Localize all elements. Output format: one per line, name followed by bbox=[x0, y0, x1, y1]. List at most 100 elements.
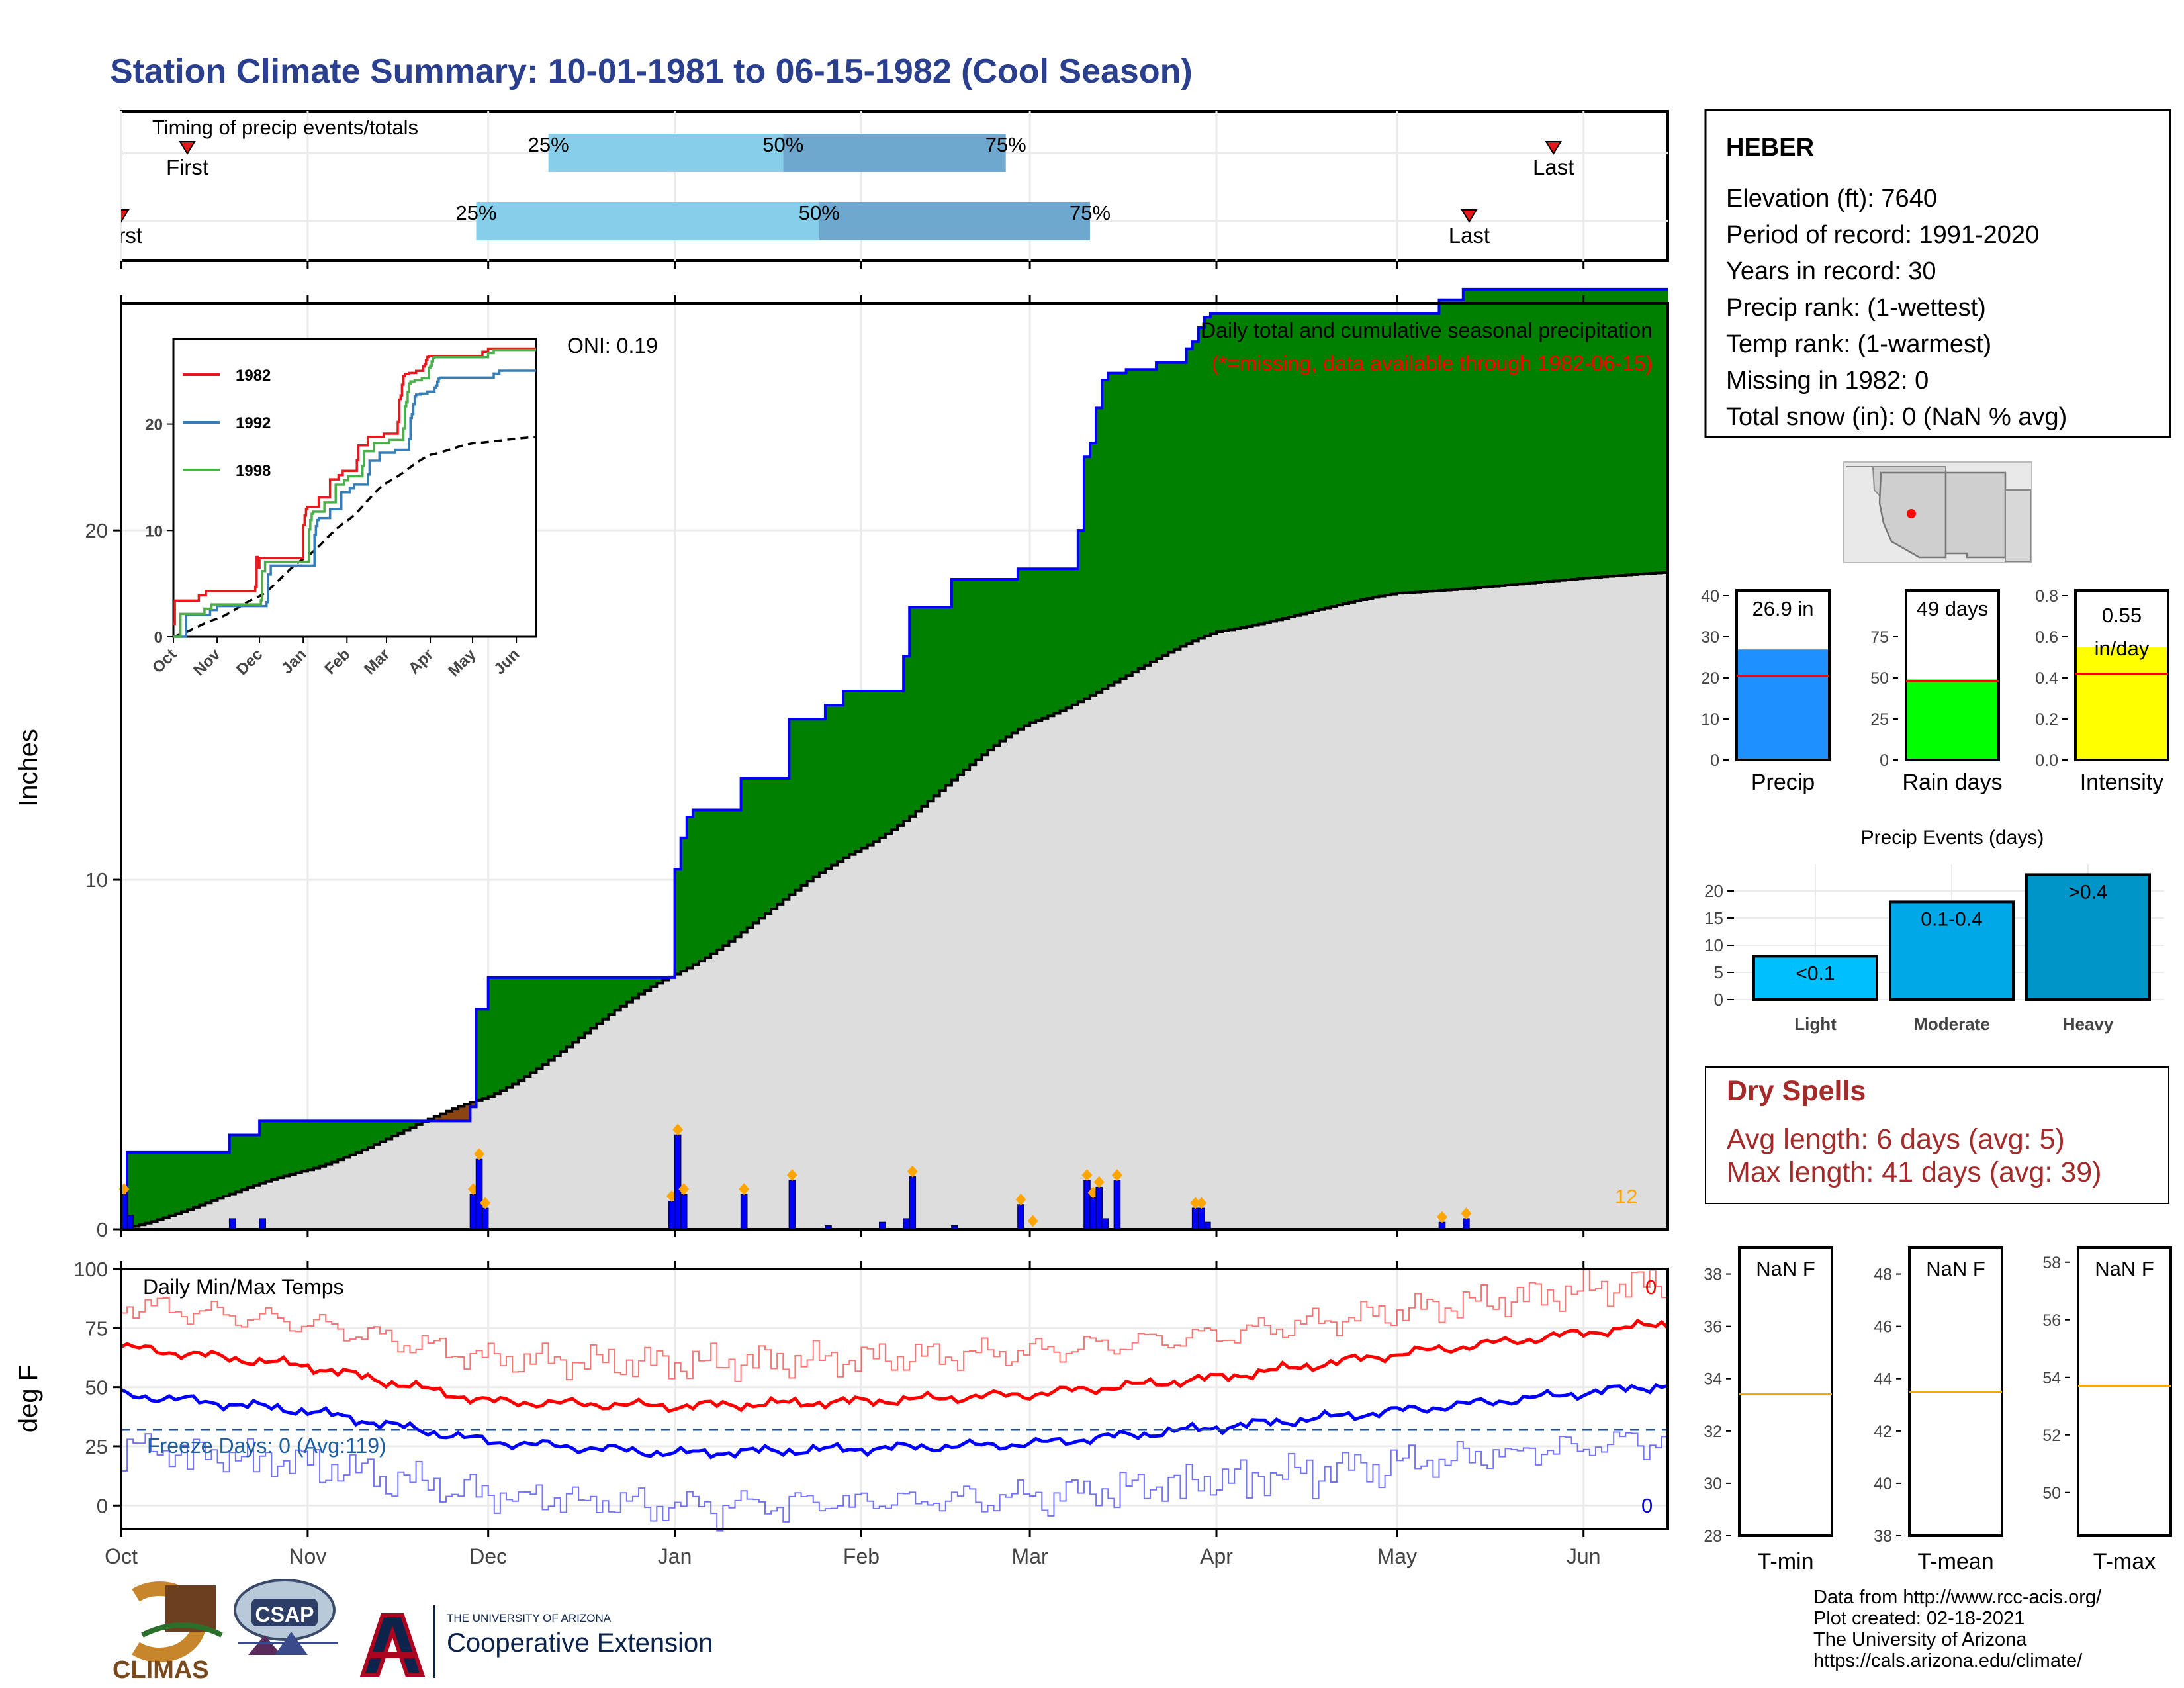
precip-subtitle: Daily total and cumulative seasonal prec… bbox=[1201, 318, 1653, 342]
station-info-line: Years in record: 30 bbox=[1726, 258, 1936, 285]
temp-box-frame bbox=[2077, 1246, 2172, 1537]
precip-events-tick-label: 15 bbox=[1704, 908, 1723, 928]
inset-y-tick-label: 10 bbox=[145, 522, 163, 540]
temp-box-frame bbox=[1738, 1246, 1833, 1537]
daily-precip-marker bbox=[480, 1197, 491, 1209]
temp-box-label: T-max bbox=[2093, 1549, 2156, 1574]
summary-bar-frame bbox=[1905, 589, 2000, 761]
station-info-line: Precip rank: (1-wettest) bbox=[1726, 294, 1986, 322]
daily-precip-bar bbox=[909, 1176, 917, 1230]
precip-events-bar-label: >0.4 bbox=[2068, 881, 2107, 903]
summary-bar-label: Rain days bbox=[1902, 770, 2002, 795]
summary-bar-tick-label: 0 bbox=[1880, 751, 1889, 770]
daily-precip-marker bbox=[672, 1123, 684, 1136]
daily-precip-marker bbox=[678, 1183, 690, 1196]
precip-panel-frame bbox=[120, 302, 1669, 1231]
temp-box-tick-label: 48 bbox=[1874, 1266, 1892, 1284]
average-min-line bbox=[120, 1383, 1668, 1460]
last-event-label: Last bbox=[1449, 223, 1490, 248]
station-location-marker bbox=[1907, 509, 1916, 518]
daily-precip-bar bbox=[259, 1218, 266, 1230]
dry-spells-max: Max length: 41 days (avg: 39) bbox=[1727, 1156, 2101, 1188]
temp-box-value: NaN F bbox=[1756, 1257, 1815, 1280]
climas-logo: CLIMAS bbox=[113, 1581, 223, 1684]
oni-label: ONI: 0.19 bbox=[567, 334, 658, 357]
month-tick-label: Dec bbox=[469, 1544, 507, 1568]
daily-precip-bar bbox=[1197, 1207, 1205, 1230]
month-tick-label: Feb bbox=[843, 1544, 880, 1568]
daily-precip-bar bbox=[674, 1134, 682, 1230]
precip-events-bar-heavy bbox=[2025, 873, 2151, 1002]
daily-precip-bar bbox=[1113, 1180, 1121, 1230]
temp-box-tick-label: 44 bbox=[1874, 1370, 1892, 1389]
precip-events-title: Precip Events (days) bbox=[1861, 827, 2044, 849]
summary-bar-tick-label: 25 bbox=[1870, 710, 1889, 729]
station-info-frame bbox=[1704, 109, 2171, 438]
credit-line: Data from http://www.rcc-acis.org/ bbox=[1813, 1587, 2102, 1608]
temp-box-tick-label: 30 bbox=[1704, 1475, 1722, 1493]
precip-events-tick-label: 5 bbox=[1714, 962, 1723, 982]
temp-panel-background bbox=[121, 1269, 1668, 1529]
summary-bar-precip bbox=[1737, 649, 1829, 760]
daily-precip-marker bbox=[1196, 1197, 1207, 1209]
temp-box-tick-label: 38 bbox=[1704, 1266, 1722, 1284]
timing-q50-q75-bar bbox=[783, 134, 1006, 172]
station-info-line: Missing in 1982: 0 bbox=[1726, 367, 1929, 395]
daily-precip-marker bbox=[739, 1183, 750, 1196]
inset-year-line-1992 bbox=[173, 369, 536, 638]
temp-box-tick-label: 34 bbox=[1704, 1370, 1722, 1389]
page-title: Station Climate Summary: 10-01-1981 to 0… bbox=[110, 52, 1193, 91]
ua-wordmark: THE UNIVERSITY OF ARIZONA bbox=[447, 1612, 612, 1624]
inset-average-line bbox=[173, 436, 535, 638]
temp-box-tick-label: 42 bbox=[1874, 1423, 1892, 1441]
summary-bar-value: 0.55 bbox=[2102, 604, 2142, 627]
credit-line: Plot created: 02-18-2021 bbox=[1813, 1608, 2025, 1629]
daily-precip-marker bbox=[786, 1169, 797, 1182]
daily-precip-marker bbox=[1111, 1169, 1122, 1182]
credit-line: https://cals.arizona.edu/climate/ bbox=[1813, 1650, 2083, 1671]
min-count-label: 0 bbox=[1641, 1494, 1653, 1517]
timing-panel-label: Timing of precip events/totals bbox=[152, 116, 418, 139]
temp-panel-label: Daily Min/Max Temps bbox=[143, 1275, 343, 1299]
last-event-marker bbox=[1461, 209, 1478, 223]
average-cumulative-line bbox=[121, 571, 1669, 1231]
missing-note: (*=missing, data available through 1982-… bbox=[1212, 352, 1653, 375]
station-info-line: Period of record: 1991-2020 bbox=[1726, 221, 2039, 249]
timing-q25-label: 25% bbox=[455, 201, 496, 224]
timing-q75-label: 75% bbox=[1069, 201, 1111, 224]
summary-bar-frame bbox=[2074, 589, 2169, 761]
summary-bar-tick-label: 10 bbox=[1701, 710, 1719, 729]
daily-precip-bar bbox=[481, 1207, 489, 1230]
timing-panel: Timing of precip events/totals Avg 25% 50%… bbox=[120, 110, 1669, 269]
precip-y-tick-label: 20 bbox=[85, 519, 108, 542]
normal-precip-area bbox=[121, 572, 1668, 1229]
precip-events-bar-moderate bbox=[1889, 900, 2015, 1002]
summary-bar-intensity bbox=[2075, 647, 2168, 760]
credit-line: The University of Arizona bbox=[1813, 1629, 2027, 1650]
temp-box-tick-label: 58 bbox=[2042, 1254, 2061, 1272]
university-of-arizona-logo: THE UNIVERSITY OF ARIZONA Cooperative Ex… bbox=[359, 1605, 713, 1678]
inset-legend-label: 1992 bbox=[236, 414, 271, 432]
station-name: HEBER bbox=[1726, 134, 1814, 162]
summary-bar-tick-label: 30 bbox=[1701, 628, 1719, 647]
daily-precip-marker bbox=[1015, 1194, 1026, 1206]
temp-box-tick-label: 46 bbox=[1874, 1318, 1892, 1336]
summary-bar-rain-days bbox=[1906, 679, 1999, 760]
inset-legend-label: 1982 bbox=[236, 367, 271, 385]
summary-bar-tick-label: 20 bbox=[1701, 669, 1719, 688]
first-event-marker bbox=[179, 141, 196, 155]
precip-events-category-label: Heavy bbox=[2063, 1014, 2114, 1034]
timing-q50-label: 50% bbox=[799, 201, 840, 224]
summary-bar-tick-label: 0 bbox=[1710, 751, 1719, 770]
last-event-label: Last bbox=[1533, 155, 1574, 179]
precip-events-bar-label: 0.1-0.4 bbox=[1921, 908, 1982, 930]
record-min-line bbox=[121, 1430, 1668, 1532]
record-max-line bbox=[121, 1269, 1668, 1382]
month-tick-label: Jan bbox=[658, 1544, 692, 1568]
daily-precip-bar bbox=[228, 1218, 236, 1230]
station-info-line: Elevation (ft): 7640 bbox=[1726, 185, 1937, 212]
inset-legend-label: 1998 bbox=[236, 462, 271, 480]
precip-events-category-label: Light bbox=[1794, 1014, 1837, 1034]
temp-box-tick-label: 38 bbox=[1874, 1527, 1892, 1546]
